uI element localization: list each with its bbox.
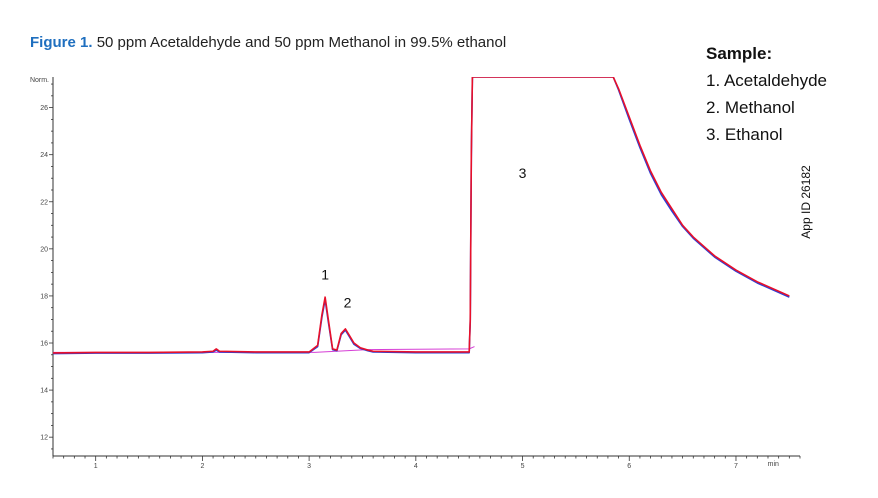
figure-label: Figure 1.	[30, 34, 93, 51]
peak-label-2: 2	[344, 295, 352, 311]
figure-caption: 50 ppm Acetaldehyde and 50 ppm Methanol …	[96, 34, 507, 51]
y-tick-label: 18	[40, 293, 48, 300]
sample-legend-item: 2. Methanol	[706, 98, 795, 117]
x-axis-label: min	[768, 461, 779, 468]
x-tick-label: 7	[734, 463, 738, 470]
trace-blue	[53, 77, 790, 355]
x-tick-label: 1	[94, 463, 98, 470]
y-tick-label: 26	[40, 105, 48, 112]
x-tick-label: 6	[627, 463, 631, 470]
peak-label-3: 3	[519, 165, 527, 181]
sample-legend-item: 1. Acetaldehyde	[706, 71, 827, 90]
x-tick-label: 3	[307, 463, 311, 470]
x-tick-label: 4	[414, 463, 418, 470]
peak-label-1: 1	[321, 266, 329, 282]
sample-legend-header: Sample:	[706, 44, 773, 63]
y-tick-label: 12	[40, 435, 48, 442]
x-tick-label: 5	[521, 463, 525, 470]
y-tick-label: 24	[40, 152, 48, 159]
y-tick-label: 20	[40, 246, 48, 253]
trace-red	[53, 77, 790, 354]
y-tick-label: 14	[40, 388, 48, 395]
y-tick-label: 22	[40, 199, 48, 206]
sample-legend-item: 3. Ethanol	[706, 125, 783, 144]
y-tick-label: 16	[40, 341, 48, 348]
x-tick-label: 2	[200, 463, 204, 470]
sample-legend: Sample: 1. Acetaldehyde 2. Methanol 3. E…	[706, 40, 827, 148]
figure-title: Figure 1. 50 ppm Acetaldehyde and 50 ppm…	[30, 34, 506, 51]
y-axis-label: Norm.	[30, 77, 49, 84]
